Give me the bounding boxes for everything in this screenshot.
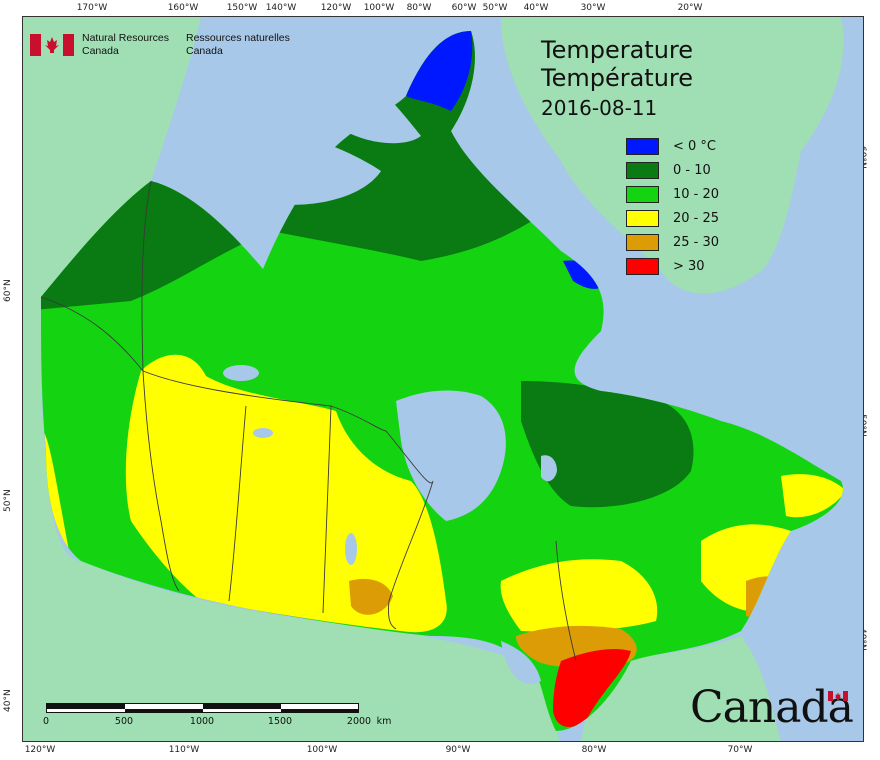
legend-swatch	[626, 258, 659, 275]
arctic-channel	[331, 56, 421, 144]
map-date: 2016-08-11	[541, 96, 658, 120]
zone-20-25-prairies	[125, 354, 447, 633]
top-tick-label: 160°W	[167, 3, 199, 13]
scale-bar-segment	[203, 704, 281, 709]
saskatchewan-manitoba-border	[322, 405, 332, 614]
scale-label: 500	[114, 716, 134, 727]
northern-provinces-border	[142, 370, 387, 432]
alberta-saskatchewan-border	[228, 405, 247, 602]
top-tick-label: 40°W	[523, 3, 549, 13]
zone-20-25-bc-coast	[43, 431, 71, 563]
zone-20-25-newfoundland	[781, 474, 843, 518]
agency-name-english: Natural Resources Canada	[82, 32, 172, 58]
greenland-land	[501, 17, 844, 294]
bottom-tick-label: 80°W	[581, 745, 607, 755]
provincial-boundaries	[40, 180, 577, 662]
map-panel	[22, 16, 864, 742]
left-tick-label: 60°N	[3, 279, 13, 302]
bottom-tick-label: 90°W	[445, 745, 471, 755]
top-tick-label: 60°W	[451, 3, 477, 13]
agency-fr-line2: Canada	[186, 45, 223, 57]
agency-fr-line1: Ressources naturelles	[186, 32, 290, 44]
bottom-tick-label: 100°W	[306, 745, 338, 755]
legend-label: 0 - 10	[673, 163, 711, 178]
zone-below-0-baffin	[563, 260, 605, 289]
canada-flag-icon	[30, 34, 74, 56]
agency-name-french: Ressources naturelles Canada	[186, 32, 296, 58]
beaufort-sea	[242, 121, 381, 205]
scale-label: 2000	[346, 716, 372, 727]
alaska-land	[23, 17, 201, 211]
bottom-tick-label: 110°W	[168, 745, 200, 755]
left-tick-label: 50°N	[3, 489, 13, 512]
top-tick-label: 80°W	[406, 3, 432, 13]
legend-swatch	[626, 138, 659, 155]
scale-bar-segment	[125, 709, 203, 713]
top-tick-label: 20°W	[677, 3, 703, 13]
scale-label: 1500	[267, 716, 293, 727]
usa-northeast-land	[581, 636, 781, 741]
bottom-tick-label: 120°W	[24, 745, 56, 755]
scale-label: 0	[42, 716, 50, 727]
legend-label: < 0 °C	[673, 139, 717, 154]
scale-label: 1000	[189, 716, 215, 727]
title-english: Temperature	[541, 36, 694, 64]
title-french: Température	[541, 64, 694, 92]
legend-label: 20 - 25	[673, 211, 720, 226]
great-lakes	[501, 641, 541, 684]
scale-bar-outline	[46, 703, 359, 713]
yukon-bc-alberta-border	[141, 180, 180, 592]
top-tick-label: 120°W	[320, 3, 352, 13]
legend-swatch	[626, 162, 659, 179]
top-tick-label: 50°W	[482, 3, 508, 13]
top-tick-label: 150°W	[226, 3, 258, 13]
legend-label: > 30	[673, 259, 705, 274]
legend-swatch	[626, 210, 659, 227]
agency-en-line2: Canada	[82, 45, 119, 57]
top-tick-label: 170°W	[76, 3, 108, 13]
alaska-yukon-border	[40, 296, 144, 372]
great-slave-lake	[253, 428, 273, 438]
top-tick-label: 30°W	[580, 3, 606, 13]
zone-0-10-quebec	[521, 381, 694, 508]
map-title: Temperature Température 2016-08-11	[541, 36, 693, 124]
legend-swatch	[626, 234, 659, 251]
top-tick-label: 140°W	[265, 3, 297, 13]
ontario-quebec-border	[555, 540, 577, 662]
james-bay	[541, 455, 557, 482]
bottom-tick-label: 70°W	[727, 745, 753, 755]
scale-unit: km	[376, 716, 392, 727]
left-tick-label: 40°N	[3, 689, 13, 712]
great-bear-lake	[223, 365, 259, 381]
legend-label: 10 - 20	[673, 187, 720, 202]
zone-25-30-nova-scotia	[746, 576, 786, 617]
top-tick-label: 100°W	[363, 3, 395, 13]
legend-label: 25 - 30	[673, 235, 720, 250]
canada-wordmark: Canada	[690, 682, 854, 733]
lake-winnipeg	[345, 533, 357, 565]
agency-en-line1: Natural Resources	[82, 32, 169, 44]
manitoba-ontario-border	[385, 430, 434, 630]
wordmark-text: Canada	[690, 682, 854, 733]
scale-bar-segment	[47, 704, 125, 709]
zone-above-30	[553, 649, 631, 727]
legend-swatch	[626, 186, 659, 203]
zone-20-25-ontario	[500, 559, 658, 632]
scale-bar-segment	[281, 709, 359, 713]
zone-below-0-ellesmere	[406, 31, 473, 111]
zone-25-30-prairies	[349, 578, 393, 615]
wordmark-flag-icon	[828, 691, 848, 701]
hudson-bay	[396, 390, 506, 521]
temperature-map	[23, 17, 844, 741]
usa-land	[23, 181, 561, 741]
